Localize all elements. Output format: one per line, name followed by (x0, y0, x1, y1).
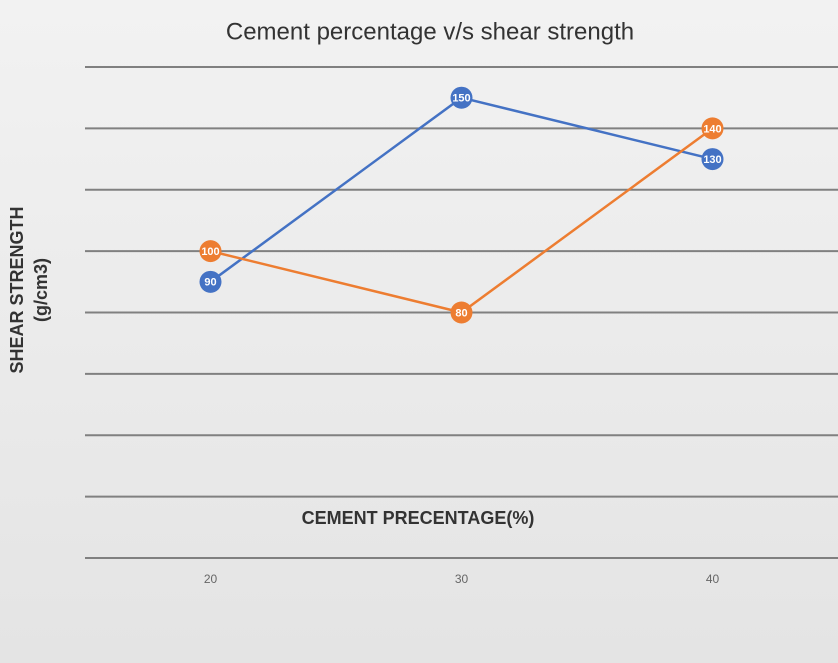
data-label: 90 (204, 277, 216, 289)
marker (199, 240, 222, 263)
marker (199, 270, 222, 293)
data-label: 130 (703, 154, 721, 166)
data-label: 80 (455, 307, 467, 319)
x-tick-label: 30 (455, 572, 469, 586)
marker (701, 148, 724, 171)
data-label: 140 (703, 123, 721, 135)
marker (701, 117, 724, 140)
marker (450, 86, 473, 109)
x-axis-label: CEMENT PRECENTAGE(%) (302, 508, 535, 528)
data-label: 100 (201, 246, 219, 258)
x-tick-label: 40 (706, 572, 720, 586)
data-label: 150 (452, 93, 470, 105)
x-tick-label: 20 (204, 572, 218, 586)
y-axis-label: (g/cm3) (31, 258, 51, 322)
y-axis-label: SHEAR STRENGTH (7, 206, 27, 373)
chart-title: Cement percentage v/s shear strength (226, 18, 634, 45)
marker (450, 301, 473, 324)
